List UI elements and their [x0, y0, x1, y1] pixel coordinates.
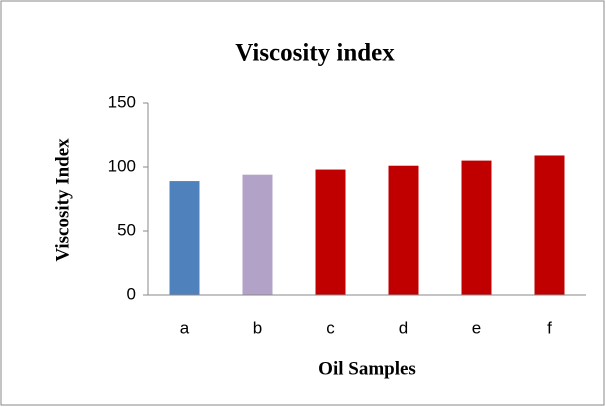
bar — [534, 155, 565, 295]
bar — [461, 160, 492, 295]
y-tick-label: 0 — [127, 284, 136, 303]
y-tick-label: 150 — [108, 92, 136, 111]
bar — [315, 169, 346, 295]
bar — [388, 165, 419, 295]
chart-title: Viscosity index — [235, 40, 395, 67]
x-tick-label: d — [399, 318, 408, 337]
bar — [242, 174, 273, 295]
y-tick-label: 50 — [117, 220, 136, 239]
x-tick-label: c — [326, 318, 335, 337]
x-tick-label: f — [547, 318, 552, 337]
x-tick-label: b — [253, 318, 262, 337]
x-tick-label: a — [180, 318, 190, 337]
x-axis-label: Oil Samples — [318, 358, 416, 379]
bar — [169, 181, 200, 295]
y-axis-label: Viscosity Index — [52, 138, 73, 262]
y-tick-label: 100 — [108, 156, 136, 175]
x-tick-label: e — [472, 318, 481, 337]
